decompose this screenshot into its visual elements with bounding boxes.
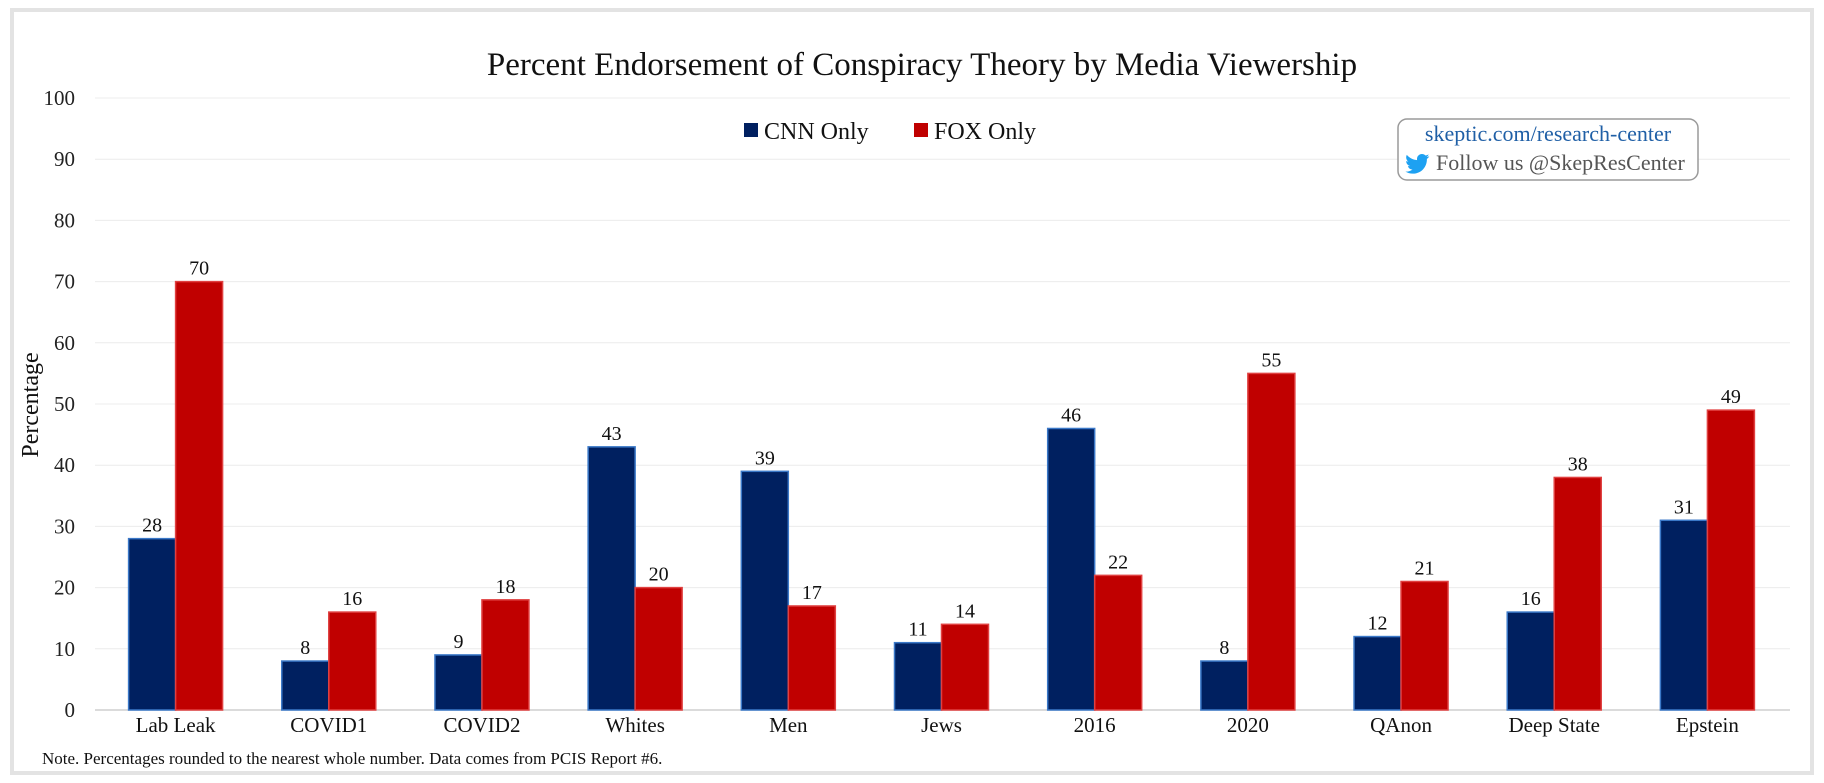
x-category-label: Epstein [1676,713,1739,737]
legend: CNN Only FOX Only [744,119,1036,145]
bar-cnn [893,641,943,711]
bar-fox [174,280,224,711]
data-label: 8 [300,637,310,659]
data-label: 22 [1108,551,1128,573]
bar-cnn [1046,427,1096,711]
x-category-label: COVID2 [443,713,520,737]
bar-cnn [1200,660,1249,711]
x-category-label: Whites [605,713,664,737]
legend-swatch-cnn [744,123,758,137]
badge-border [1397,118,1699,181]
bar-fox [1553,476,1602,711]
bar-fox [481,599,530,711]
bar-fox [1400,580,1449,711]
bar-fox [940,623,990,711]
bar-cnn [1506,611,1555,711]
y-tick-label: 20 [54,576,75,600]
y-tick-label: 30 [54,514,75,538]
data-label: 46 [1061,404,1081,426]
y-axis-label: Percentage [18,352,44,457]
data-label: 28 [142,515,162,537]
y-tick-label: 40 [54,453,75,477]
bar-fox [787,605,837,711]
data-label: 21 [1415,557,1435,579]
x-category-label: 2020 [1227,713,1269,737]
x-category-label: Jews [921,713,962,737]
chart-note: Note. Percentages rounded to the nearest… [42,749,662,768]
x-category-label: Lab Leak [136,713,216,737]
follow-us-text[interactable]: Follow us @SkepResCenter [1436,150,1685,175]
chart-title: Percent Endorsement of Conspiracy Theory… [487,47,1357,83]
data-label: 11 [908,619,927,641]
y-tick-label: 10 [54,637,75,661]
y-tick-label: 0 [65,698,76,722]
x-axis-categories: Lab Leak COVID1 COVID2 Whites Men Jews 2016 202… [136,713,1740,737]
y-tick-label: 70 [54,270,75,294]
research-center-link[interactable]: skeptic.com/research-center [1425,121,1672,146]
y-axis-ticks: 0 10 20 30 40 50 60 70 80 90 100 [44,86,76,722]
data-label: 16 [342,588,362,610]
research-center-badge[interactable]: skeptic.com/research-center Follow us @S… [1397,118,1699,181]
x-category-label: Men [769,713,808,737]
y-tick-label: 80 [54,208,75,232]
data-label: 14 [955,600,975,622]
data-label: 9 [453,631,463,653]
bar-cnn [281,660,330,711]
data-label: 16 [1521,588,1541,610]
bar-cnn [740,470,790,711]
bar-fox [1247,372,1296,711]
data-label: 49 [1721,386,1741,408]
y-tick-label: 60 [54,331,75,355]
bar-cnn [1353,635,1402,711]
bar-cnn [587,446,636,711]
bar-fox [634,586,683,711]
x-category-label: Deep State [1508,713,1600,737]
data-label: 17 [802,582,822,604]
twitter-bird-icon[interactable] [1405,153,1430,174]
bar-cnn [127,537,177,711]
bar-cnn [434,654,483,711]
bar-cnn [1659,519,1709,711]
data-label: 18 [495,576,515,598]
bars: 28 70 8 16 9 18 43 20 39 17 11 14 46 22 8 55 12 21 16 38 31 4… [127,258,1756,711]
data-label: 55 [1261,349,1281,371]
data-label: 70 [189,258,209,280]
data-label: 20 [649,564,669,586]
x-category-label: COVID1 [290,713,367,737]
y-tick-label: 90 [54,147,75,171]
data-label: 31 [1674,496,1694,518]
y-tick-label: 50 [54,392,75,416]
data-label: 39 [755,447,775,469]
data-label: 8 [1219,637,1229,659]
bar-fox [1706,409,1756,711]
bar-fox [1093,574,1143,711]
y-tick-label: 100 [44,86,76,110]
legend-swatch-fox [914,123,928,137]
x-category-label: QAnon [1370,713,1432,737]
data-label: 43 [602,423,622,445]
bar-fox [328,611,377,711]
data-label: 38 [1568,453,1588,475]
data-label: 12 [1368,613,1388,635]
legend-label-cnn: CNN Only [764,119,869,145]
legend-label-fox: FOX Only [934,119,1036,145]
x-category-label: 2016 [1074,713,1116,737]
